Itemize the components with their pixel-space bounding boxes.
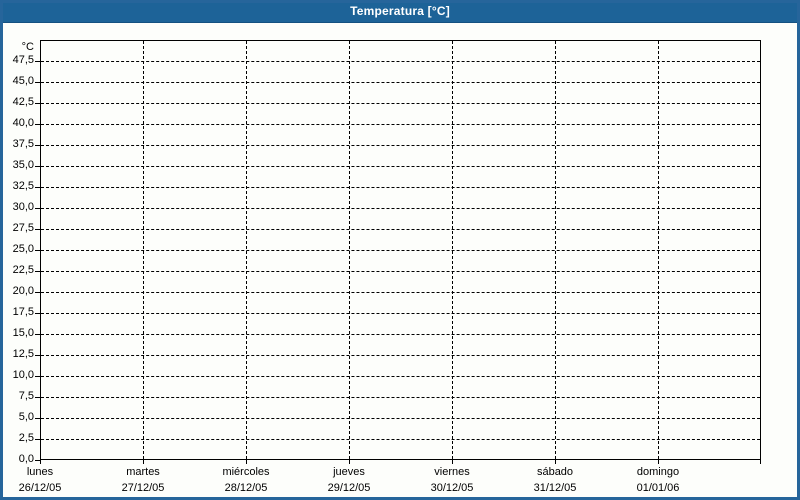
day-date: 28/12/05 <box>224 482 268 494</box>
h-gridline <box>41 208 760 209</box>
y-tick-label: 37,5 <box>12 138 34 150</box>
h-gridline <box>41 292 760 293</box>
y-tick-label: 12,5 <box>12 348 34 360</box>
h-gridline <box>41 376 760 377</box>
h-gridline <box>41 334 760 335</box>
y-tick-label: 5,0 <box>18 411 34 423</box>
x-day-label: martes 27/12/05 <box>88 464 198 496</box>
day-date: 27/12/05 <box>121 482 165 494</box>
y-axis-tick <box>35 271 40 272</box>
x-axis-tick <box>40 460 41 464</box>
x-axis-tick <box>143 460 144 464</box>
h-gridline <box>41 187 760 188</box>
y-axis-tick <box>35 439 40 440</box>
h-gridline <box>41 82 760 83</box>
x-axis-tick <box>349 460 350 464</box>
y-tick-label: 35,0 <box>12 159 34 171</box>
h-gridline <box>41 166 760 167</box>
v-gridline <box>555 41 556 459</box>
y-axis-tick <box>35 124 40 125</box>
v-gridline <box>246 41 247 459</box>
y-tick-label: 22,5 <box>12 264 34 276</box>
x-day-label: miércoles 28/12/05 <box>191 464 301 496</box>
y-tick-label: 10,0 <box>12 369 34 381</box>
day-date: 29/12/05 <box>327 482 371 494</box>
y-tick-label: 27,5 <box>12 222 34 234</box>
x-day-label: lunes 26/12/05 <box>0 464 95 496</box>
day-name: lunes <box>26 466 54 478</box>
day-name: sábado <box>536 466 574 478</box>
y-axis-tick <box>35 187 40 188</box>
y-axis-tick <box>35 145 40 146</box>
y-axis-tick <box>35 208 40 209</box>
x-day-label: viernes 30/12/05 <box>397 464 507 496</box>
y-axis-tick <box>35 61 40 62</box>
y-tick-label: 47,5 <box>12 54 34 66</box>
x-axis-tick <box>760 460 761 464</box>
chart-title: Temperatura [°C] <box>350 4 450 18</box>
chart-title-bar: Temperatura [°C] <box>0 0 800 23</box>
y-axis-tick <box>35 460 40 461</box>
y-axis-tick <box>35 313 40 314</box>
v-gridline <box>658 41 659 459</box>
v-gridline <box>143 41 144 459</box>
h-gridline <box>41 250 760 251</box>
y-tick-label: 32,5 <box>12 180 34 192</box>
day-name: viernes <box>434 466 470 478</box>
x-axis-tick <box>246 460 247 464</box>
x-axis-tick <box>555 460 556 464</box>
h-gridline <box>41 229 760 230</box>
y-tick-label: 30,0 <box>12 201 34 213</box>
y-axis-tick <box>35 292 40 293</box>
y-axis-tick <box>35 418 40 419</box>
y-axis-tick <box>35 82 40 83</box>
y-axis-tick <box>35 166 40 167</box>
x-axis-tick <box>452 460 453 464</box>
y-axis-tick <box>35 250 40 251</box>
day-name: domingo <box>636 466 680 478</box>
y-axis-tick <box>35 376 40 377</box>
h-gridline <box>41 418 760 419</box>
h-gridline <box>41 103 760 104</box>
h-gridline <box>41 145 760 146</box>
day-date: 31/12/05 <box>533 482 577 494</box>
y-tick-label: 0,0 <box>18 453 34 465</box>
y-axis-tick <box>35 229 40 230</box>
y-axis-tick <box>35 355 40 356</box>
y-tick-label: 42,5 <box>12 96 34 108</box>
day-name: martes <box>126 466 160 478</box>
v-gridline <box>452 41 453 459</box>
day-date: 01/01/06 <box>636 482 680 494</box>
y-tick-label: 45,0 <box>12 75 34 87</box>
y-tick-label: 17,5 <box>12 306 34 318</box>
day-date: 30/12/05 <box>430 482 474 494</box>
y-tick-label: 7,5 <box>18 390 34 402</box>
y-tick-label: 40,0 <box>12 117 34 129</box>
h-gridline <box>41 439 760 440</box>
x-axis-tick <box>658 460 659 464</box>
h-gridline <box>41 271 760 272</box>
h-gridline <box>41 124 760 125</box>
x-day-label: jueves 29/12/05 <box>294 464 404 496</box>
y-axis-tick <box>35 103 40 104</box>
y-axis-unit-label: °C <box>21 41 34 53</box>
y-axis-tick <box>35 397 40 398</box>
h-gridline <box>41 355 760 356</box>
day-date: 26/12/05 <box>18 482 62 494</box>
h-gridline <box>41 313 760 314</box>
v-gridline <box>349 41 350 459</box>
y-axis-tick <box>35 334 40 335</box>
y-tick-label: 15,0 <box>12 327 34 339</box>
x-day-label: domingo 01/01/06 <box>603 464 713 496</box>
y-tick-label: 25,0 <box>12 243 34 255</box>
x-day-label: sábado 31/12/05 <box>500 464 610 496</box>
y-tick-label: 2,5 <box>18 432 34 444</box>
day-name: miércoles <box>222 466 270 478</box>
y-tick-label: 20,0 <box>12 285 34 297</box>
day-name: jueves <box>333 466 365 478</box>
h-gridline <box>41 397 760 398</box>
h-gridline <box>41 61 760 62</box>
